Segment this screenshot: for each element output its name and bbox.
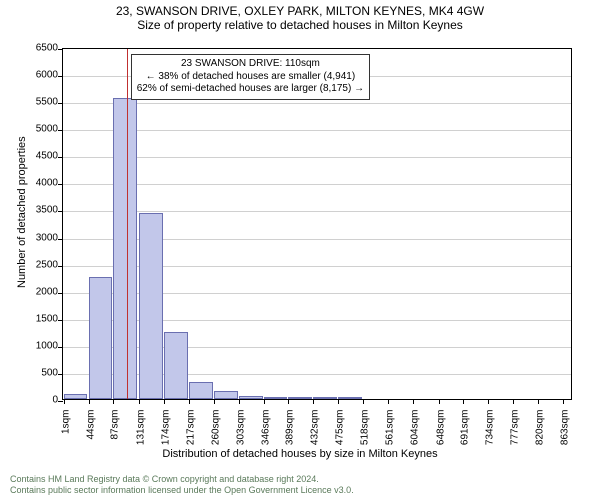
y-tick-mark <box>58 293 63 294</box>
title-address: 23, SWANSON DRIVE, OXLEY PARK, MILTON KE… <box>0 4 600 18</box>
x-tick-mark <box>563 399 564 404</box>
x-tick-mark <box>463 399 464 404</box>
y-tick-mark <box>58 401 63 402</box>
x-tick-mark <box>89 399 90 404</box>
y-tick-label: 5500 <box>18 97 58 108</box>
x-tick-label: 346sqm <box>260 410 271 460</box>
x-tick-mark <box>113 399 114 404</box>
histogram-bar <box>264 397 288 399</box>
x-tick-mark <box>338 399 339 404</box>
gridline <box>63 130 571 131</box>
y-tick-mark <box>58 211 63 212</box>
x-tick-label: 87sqm <box>110 410 121 460</box>
y-tick-mark <box>58 374 63 375</box>
x-tick-label: 303sqm <box>235 410 246 460</box>
y-tick-mark <box>58 347 63 348</box>
x-tick-label: 691sqm <box>460 410 471 460</box>
annotation-line: ← 38% of detached houses are smaller (4,… <box>137 71 364 84</box>
histogram-bar <box>214 391 238 399</box>
x-tick-label: 260sqm <box>210 410 221 460</box>
x-tick-label: 44sqm <box>85 410 96 460</box>
x-tick-mark <box>513 399 514 404</box>
y-tick-label: 2000 <box>18 286 58 297</box>
y-tick-label: 3500 <box>18 205 58 216</box>
x-tick-label: 777sqm <box>510 410 521 460</box>
y-tick-mark <box>58 320 63 321</box>
y-tick-label: 1000 <box>18 340 58 351</box>
y-tick-label: 6500 <box>18 43 58 54</box>
x-tick-label: 217sqm <box>185 410 196 460</box>
x-tick-label: 648sqm <box>435 410 446 460</box>
y-tick-label: 3000 <box>18 232 58 243</box>
x-tick-mark <box>189 399 190 404</box>
annotation-line: 62% of semi-detached houses are larger (… <box>137 83 364 96</box>
y-tick-mark <box>58 184 63 185</box>
marker-line <box>127 49 128 399</box>
x-tick-mark <box>214 399 215 404</box>
gridline <box>63 103 571 104</box>
footer-line1: Contains HM Land Registry data © Crown c… <box>10 474 354 485</box>
annotation-box: 23 SWANSON DRIVE: 110sqm← 38% of detache… <box>131 54 370 100</box>
x-tick-label: 432sqm <box>310 410 321 460</box>
y-tick-mark <box>58 157 63 158</box>
y-tick-mark <box>58 49 63 50</box>
x-tick-mark <box>139 399 140 404</box>
x-tick-mark <box>64 399 65 404</box>
histogram-bar <box>338 397 362 399</box>
plot-area: 23 SWANSON DRIVE: 110sqm← 38% of detache… <box>62 48 572 400</box>
x-tick-mark <box>439 399 440 404</box>
histogram-bar <box>113 98 137 399</box>
y-tick-mark <box>58 103 63 104</box>
y-tick-label: 2500 <box>18 259 58 270</box>
x-tick-label: 604sqm <box>410 410 421 460</box>
histogram-bar <box>164 332 188 399</box>
x-tick-mark <box>164 399 165 404</box>
x-tick-mark <box>239 399 240 404</box>
y-tick-label: 4000 <box>18 178 58 189</box>
y-tick-mark <box>58 239 63 240</box>
gridline <box>63 157 571 158</box>
x-tick-label: 131sqm <box>135 410 146 460</box>
y-tick-mark <box>58 130 63 131</box>
x-tick-mark <box>288 399 289 404</box>
x-tick-label: 518sqm <box>360 410 371 460</box>
histogram-bar <box>313 397 337 399</box>
x-tick-mark <box>413 399 414 404</box>
histogram-bar <box>189 382 213 399</box>
footer-line2: Contains public sector information licen… <box>10 485 354 496</box>
y-tick-label: 1500 <box>18 313 58 324</box>
histogram-bar <box>288 397 312 399</box>
histogram-bar <box>239 396 263 399</box>
x-tick-label: 475sqm <box>335 410 346 460</box>
x-tick-label: 863sqm <box>560 410 571 460</box>
y-tick-mark <box>58 266 63 267</box>
y-tick-label: 0 <box>18 395 58 406</box>
histogram-bar <box>139 213 163 399</box>
annotation-line: 23 SWANSON DRIVE: 110sqm <box>137 58 364 71</box>
x-tick-label: 734sqm <box>485 410 496 460</box>
x-tick-mark <box>388 399 389 404</box>
y-tick-label: 500 <box>18 367 58 378</box>
histogram-bar <box>64 394 88 399</box>
y-tick-mark <box>58 76 63 77</box>
attribution-footer: Contains HM Land Registry data © Crown c… <box>10 474 354 496</box>
gridline <box>63 184 571 185</box>
chart-title-block: 23, SWANSON DRIVE, OXLEY PARK, MILTON KE… <box>0 4 600 32</box>
x-tick-mark <box>538 399 539 404</box>
y-tick-label: 6000 <box>18 70 58 81</box>
x-tick-mark <box>363 399 364 404</box>
x-tick-label: 820sqm <box>535 410 546 460</box>
x-tick-label: 1sqm <box>60 410 71 460</box>
x-tick-mark <box>313 399 314 404</box>
y-tick-label: 4500 <box>18 151 58 162</box>
histogram-bar <box>89 277 113 399</box>
x-tick-label: 389sqm <box>285 410 296 460</box>
x-tick-label: 561sqm <box>385 410 396 460</box>
x-tick-mark <box>264 399 265 404</box>
x-tick-label: 174sqm <box>160 410 171 460</box>
y-tick-label: 5000 <box>18 124 58 135</box>
x-tick-mark <box>488 399 489 404</box>
title-subtitle: Size of property relative to detached ho… <box>0 18 600 32</box>
